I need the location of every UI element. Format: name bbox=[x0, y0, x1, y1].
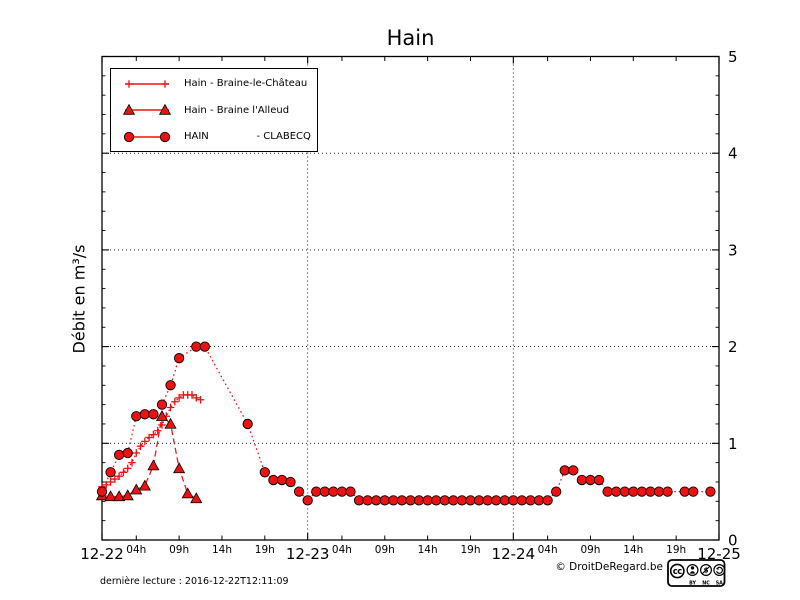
legend-triangle-marker-swatch bbox=[122, 103, 172, 115]
x-minor-tick-label: 04h bbox=[538, 544, 558, 556]
sa-label: SA bbox=[716, 580, 723, 586]
x-major-tick-label: 12-22 bbox=[80, 545, 124, 563]
legend-plus-marker-swatch bbox=[125, 79, 169, 88]
y-tick-label: 0 bbox=[728, 532, 738, 550]
cc-license-badge: cc $ BY NC SA bbox=[667, 559, 726, 587]
legend-item-braine-le-chateau: Hain - Braine-le-Château bbox=[119, 72, 317, 96]
x-minor-tick-label: 19h bbox=[666, 544, 686, 556]
y-tick-label: 1 bbox=[728, 435, 738, 453]
legend-label: Hain - Braine-le-Château bbox=[184, 78, 308, 89]
x-minor-tick-label: 09h bbox=[580, 544, 600, 556]
legend-label: Hain - Braine l'Alleud bbox=[184, 104, 290, 116]
x-major-tick-label: 12-23 bbox=[286, 545, 330, 563]
x-minor-tick-label: 19h bbox=[460, 544, 480, 556]
plot-border bbox=[101, 55, 720, 541]
copyright-text: © DroitDeRegard.be bbox=[555, 561, 663, 573]
by-label: BY bbox=[689, 580, 696, 586]
x-minor-tick-label: 04h bbox=[126, 544, 146, 556]
chart-title: Hain bbox=[386, 26, 435, 50]
legend-label: HAIN - CLABECQ bbox=[184, 131, 311, 142]
series-2 bbox=[96, 341, 716, 506]
nc-icon: $ bbox=[699, 563, 712, 577]
y-tick-label: 4 bbox=[728, 145, 738, 163]
series-1 bbox=[95, 410, 203, 504]
legend-box: Hain - Braine-le-Château Hain - Braine l… bbox=[110, 68, 318, 152]
x-minor-tick-label: 04h bbox=[332, 544, 352, 556]
nc-label: NC bbox=[702, 580, 710, 586]
legend-item-clabecq: HAIN - CLABECQ bbox=[119, 125, 317, 149]
x-minor-tick-label: 14h bbox=[212, 544, 232, 556]
last-reading-text: dernière lecture : 2016-12-22T12:11:09 bbox=[100, 576, 289, 587]
y-tick-label: 2 bbox=[728, 338, 738, 356]
y-tick-label: 3 bbox=[728, 241, 738, 259]
x-major-tick-label: 12-25 bbox=[697, 545, 741, 563]
sa-icon bbox=[713, 563, 726, 577]
x-minor-tick-label: 14h bbox=[623, 544, 643, 556]
y-tick-label: 5 bbox=[728, 48, 738, 66]
x-minor-tick-label: 19h bbox=[255, 544, 275, 556]
x-minor-tick-label: 14h bbox=[418, 544, 438, 556]
footer-meta: dernière lecture : 2016-12-22T12:11:09 d… bbox=[100, 556, 289, 600]
x-minor-tick-label: 09h bbox=[169, 544, 189, 556]
cc-icon: cc bbox=[669, 563, 685, 579]
legend-circle-marker-swatch bbox=[123, 131, 171, 142]
by-icon bbox=[686, 563, 699, 577]
x-minor-tick-label: 09h bbox=[375, 544, 395, 556]
svg-text:cc: cc bbox=[673, 567, 683, 577]
legend-item-braine-l-alleud: Hain - Braine l'Alleud bbox=[119, 98, 317, 122]
x-major-tick-label: 12-24 bbox=[492, 545, 536, 563]
